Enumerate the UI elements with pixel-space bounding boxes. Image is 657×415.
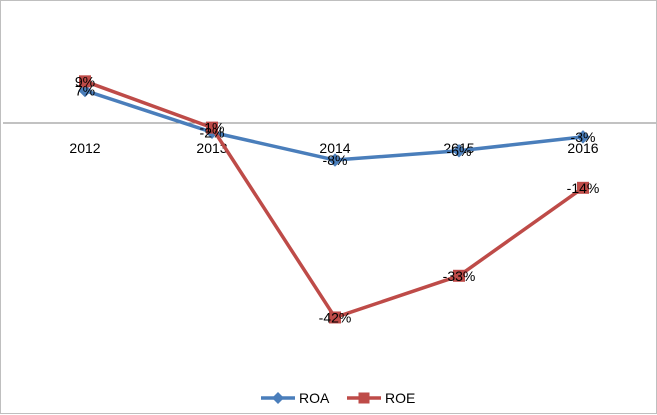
data-label-roe: -14% — [567, 180, 600, 196]
data-label-roe: 9% — [75, 73, 95, 89]
data-label-roe: -42% — [319, 309, 352, 325]
x-tick-label: 2016 — [567, 140, 598, 156]
x-tick-label: 2013 — [196, 140, 227, 156]
data-label-roa: -2% — [200, 124, 225, 140]
x-tick-label: 2014 — [319, 140, 350, 156]
data-point-roe — [577, 181, 589, 194]
x-tick-label: 2012 — [69, 140, 100, 156]
data-label-roa: -6% — [447, 143, 472, 159]
data-point-roa — [78, 83, 92, 98]
data-point-roe — [329, 311, 341, 324]
data-point-roa — [452, 144, 466, 158]
data-label-roe: -1% — [200, 120, 225, 136]
legend-marker-roe — [358, 392, 370, 404]
legend: ROA ROE — [261, 390, 415, 406]
data-point-roa — [576, 130, 590, 144]
data-point-roa — [328, 153, 342, 167]
legend-label-roa: ROA — [299, 390, 330, 406]
data-point-roe — [453, 269, 465, 282]
data-point-roe — [206, 121, 218, 134]
legend-marker-roa — [272, 392, 284, 404]
legend-label-roe: ROE — [385, 390, 415, 406]
data-label-roa: -8% — [323, 152, 348, 168]
data-label-roa: 7% — [75, 83, 95, 99]
data-label-roe: -33% — [443, 268, 476, 284]
data-point-roe — [79, 75, 91, 88]
data-label-roa: -3% — [571, 129, 596, 145]
